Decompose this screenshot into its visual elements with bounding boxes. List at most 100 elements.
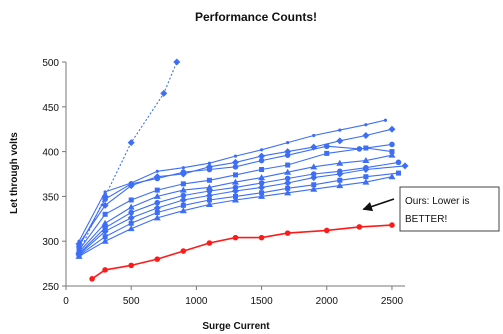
data-point [323, 143, 330, 150]
data-point [154, 210, 160, 216]
data-point [89, 276, 95, 282]
data-point [258, 157, 265, 164]
x-tick-label: 1000 [185, 296, 208, 307]
data-point [259, 148, 264, 152]
series-line [78, 161, 399, 255]
data-point [310, 163, 318, 170]
data-point [311, 182, 317, 188]
data-point [286, 141, 290, 145]
data-point [284, 152, 291, 158]
data-point [284, 230, 291, 236]
series-line [78, 61, 178, 254]
data-point [258, 180, 265, 186]
annotation-line-1: Ours: Lower is [405, 196, 469, 207]
data-point [233, 172, 238, 178]
series [75, 162, 409, 259]
data-point [362, 166, 370, 174]
y-tick-label: 400 [42, 148, 59, 159]
y-tick-label: 250 [42, 282, 59, 293]
data-point [362, 131, 370, 139]
data-point [181, 166, 185, 170]
series [75, 173, 396, 259]
x-tick-label: 500 [123, 296, 140, 307]
data-point [180, 202, 186, 208]
y-tick-label: 300 [42, 237, 59, 248]
y-tick-label: 350 [42, 192, 59, 203]
data-point [180, 181, 186, 187]
data-point [154, 175, 161, 182]
series-line [78, 165, 406, 256]
data-point [284, 179, 292, 187]
data-point [259, 167, 265, 173]
data-point [102, 267, 108, 273]
data-point [101, 237, 109, 244]
data-point [179, 196, 187, 204]
data-point [101, 219, 109, 226]
data-point [102, 196, 108, 202]
data-point [232, 184, 239, 191]
data-point [284, 189, 292, 196]
data-point [364, 123, 368, 127]
data-point [102, 234, 108, 240]
data-point [312, 133, 316, 138]
series [75, 151, 396, 255]
data-point [323, 227, 330, 234]
data-point [310, 174, 318, 182]
data-point [389, 149, 395, 155]
data-point [383, 118, 388, 122]
data-point [395, 170, 401, 176]
data-point [154, 187, 160, 193]
data-point [285, 162, 291, 168]
y-tick-label: 500 [42, 58, 59, 69]
data-point [102, 211, 108, 217]
axis-ticks: 0 500 1000 1500 2000 2500 250 300 350 400 450 500 [42, 58, 403, 307]
data-point [356, 224, 363, 230]
data-point [101, 201, 109, 209]
series-line [78, 143, 393, 247]
data-point [285, 185, 291, 191]
data-point [284, 168, 292, 175]
data-point [310, 171, 317, 177]
data-point [205, 192, 213, 200]
x-tick-label: 2500 [381, 296, 404, 307]
data-point [127, 203, 135, 210]
data-point [232, 164, 239, 170]
data-point [154, 256, 161, 262]
data-point [388, 173, 396, 180]
data-point [153, 204, 161, 212]
data-point [258, 152, 266, 160]
data-point [258, 234, 265, 241]
data-point [128, 220, 134, 226]
data-point [363, 174, 369, 180]
data-point [180, 169, 187, 176]
series-line [78, 147, 393, 251]
data-point [205, 200, 213, 207]
data-point [232, 234, 239, 241]
data-point [128, 181, 134, 187]
data-point [401, 162, 409, 170]
data-point [336, 182, 344, 189]
data-point [362, 157, 370, 164]
data-point [207, 161, 212, 165]
plot-area [75, 58, 409, 282]
x-tick-label: 1500 [250, 296, 273, 307]
y-tick-label: 450 [42, 103, 59, 114]
data-point [179, 207, 187, 214]
data-point [258, 174, 266, 181]
data-point [75, 252, 83, 259]
data-point [206, 188, 213, 194]
data-point [127, 214, 135, 222]
data-point [128, 197, 134, 203]
data-point [232, 196, 239, 203]
y-axis-label: Let through volts [9, 132, 20, 214]
data-point [232, 158, 239, 166]
data-point [232, 187, 239, 195]
data-point [206, 240, 213, 246]
series-line [91, 224, 393, 280]
data-point [179, 186, 187, 193]
data-point [388, 125, 396, 133]
data-point [233, 193, 238, 199]
annotation: Ours: Lower is BETTER! [362, 186, 500, 232]
data-point [362, 178, 370, 185]
